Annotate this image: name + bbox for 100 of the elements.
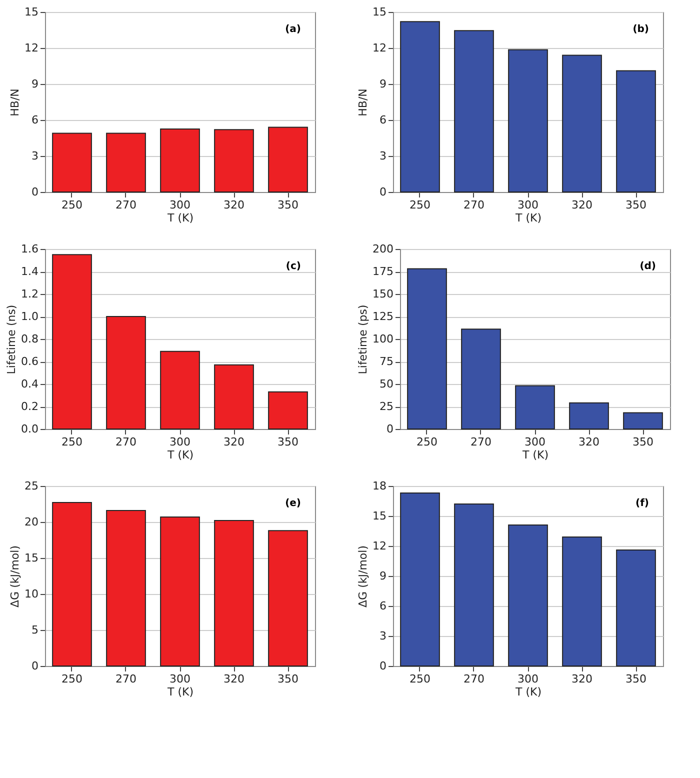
- annotation: (a): [285, 24, 301, 35]
- x-axis-title: T (K): [166, 212, 194, 224]
- bar: [562, 536, 602, 666]
- y-tick-label: 12: [24, 42, 38, 54]
- y-tick-label: 10: [24, 588, 38, 600]
- annotation: (c): [286, 261, 301, 272]
- y-tick-label: 0.8: [21, 332, 38, 346]
- x-tick-label: 320: [224, 436, 244, 448]
- bar: [616, 70, 656, 192]
- y-tick-label: 175: [372, 265, 394, 278]
- y-tick-label: 1.6: [21, 242, 38, 256]
- bar: [268, 391, 308, 430]
- y-axis-title: Lifetime (ns): [5, 304, 18, 374]
- y-tick-label: 0.0: [21, 422, 38, 436]
- y-tick-label: 15: [372, 510, 386, 522]
- bar: [508, 49, 548, 192]
- y-tick-label: 3: [32, 150, 38, 162]
- bar: [106, 510, 146, 666]
- y-tick-label: 0.6: [21, 355, 38, 368]
- y-axis-title: Lifetime (ps): [356, 304, 370, 374]
- x-tick-label: 300: [518, 198, 538, 212]
- x-tick-label: 270: [470, 436, 492, 448]
- bar: [454, 504, 494, 666]
- x-axis-title: T (K): [166, 686, 194, 698]
- bar: [52, 254, 92, 430]
- y-tick-label: 0.4: [21, 378, 38, 390]
- x-axis-title: T (K): [521, 448, 549, 462]
- y-tick-label: 125: [372, 310, 394, 323]
- y-tick-label: 3: [380, 630, 386, 642]
- bar: [508, 524, 548, 666]
- x-tick-label: 350: [278, 672, 298, 686]
- y-tick-label: 12: [372, 540, 386, 552]
- y-tick-label: 0: [32, 186, 38, 198]
- bar: [52, 502, 92, 666]
- annotation: (d): [640, 261, 656, 272]
- x-tick-label: 300: [518, 672, 538, 686]
- x-tick-label: 270: [116, 436, 136, 448]
- y-tick-label: 1.4: [21, 265, 38, 278]
- x-tick-label: 250: [62, 672, 82, 686]
- y-tick-label: 15: [24, 6, 38, 18]
- y-tick-label: 15: [372, 6, 386, 18]
- x-tick-label: 250: [416, 436, 438, 448]
- y-tick-label: 50: [380, 378, 394, 390]
- bar: [106, 316, 146, 430]
- x-tick-label: 320: [578, 436, 600, 448]
- x-tick-label: 270: [116, 672, 136, 686]
- annotation: (b): [632, 24, 649, 35]
- bar: [623, 412, 663, 430]
- bar: [515, 385, 555, 430]
- y-tick-label: 3: [380, 150, 386, 162]
- y-tick-label: 9: [32, 78, 38, 90]
- y-tick-label: 0.2: [21, 400, 38, 413]
- bar: [400, 21, 440, 192]
- x-tick-label: 320: [572, 672, 592, 686]
- x-tick-label: 250: [410, 672, 430, 686]
- y-axis-title: HB/N: [356, 88, 370, 116]
- bar: [569, 402, 609, 430]
- x-tick-label: 300: [170, 672, 190, 686]
- bar: [160, 516, 200, 666]
- y-tick-label: 6: [32, 114, 38, 126]
- x-tick-label: 270: [464, 672, 484, 686]
- y-tick-label: 9: [380, 570, 386, 582]
- y-axis-title: ΔG (kJ/mol): [356, 546, 370, 608]
- x-tick-label: 270: [116, 198, 136, 212]
- x-tick-label: 350: [626, 198, 646, 212]
- x-tick-label: 350: [278, 436, 298, 448]
- bar: [616, 550, 656, 666]
- y-axis-title: ΔG (kJ/mol): [8, 546, 22, 608]
- y-tick-label: 0: [380, 660, 386, 672]
- x-tick-label: 350: [278, 198, 298, 212]
- x-tick-label: 270: [464, 198, 484, 212]
- bar: [214, 364, 254, 430]
- bar: [160, 350, 200, 430]
- y-tick-label: 0: [386, 422, 394, 436]
- x-tick-label: 320: [224, 198, 244, 212]
- x-tick-label: 300: [170, 436, 190, 448]
- y-tick-label: 1.0: [21, 310, 38, 323]
- y-tick-label: 200: [372, 242, 394, 256]
- y-tick-label: 0: [380, 186, 386, 198]
- y-tick-label: 20: [24, 516, 38, 528]
- y-axis-title: HB/N: [8, 88, 22, 116]
- x-tick-label: 250: [62, 198, 82, 212]
- y-tick-label: 6: [380, 114, 386, 126]
- x-tick-label: 300: [170, 198, 190, 212]
- annotation: (e): [285, 498, 301, 509]
- bar: [461, 328, 501, 430]
- y-tick-label: 5: [32, 624, 38, 636]
- y-tick-label: 150: [372, 288, 394, 300]
- y-tick-label: 18: [372, 480, 386, 492]
- x-axis-title: T (K): [514, 212, 542, 224]
- annotation: (f): [636, 498, 649, 509]
- bar: [562, 54, 602, 192]
- x-tick-label: 350: [632, 436, 654, 448]
- x-tick-label: 250: [410, 198, 430, 212]
- x-tick-label: 320: [572, 198, 592, 212]
- y-tick-label: 75: [380, 355, 394, 368]
- y-tick-label: 15: [24, 552, 38, 564]
- x-tick-label: 350: [626, 672, 646, 686]
- y-tick-label: 1.2: [21, 288, 38, 300]
- bar: [268, 530, 308, 666]
